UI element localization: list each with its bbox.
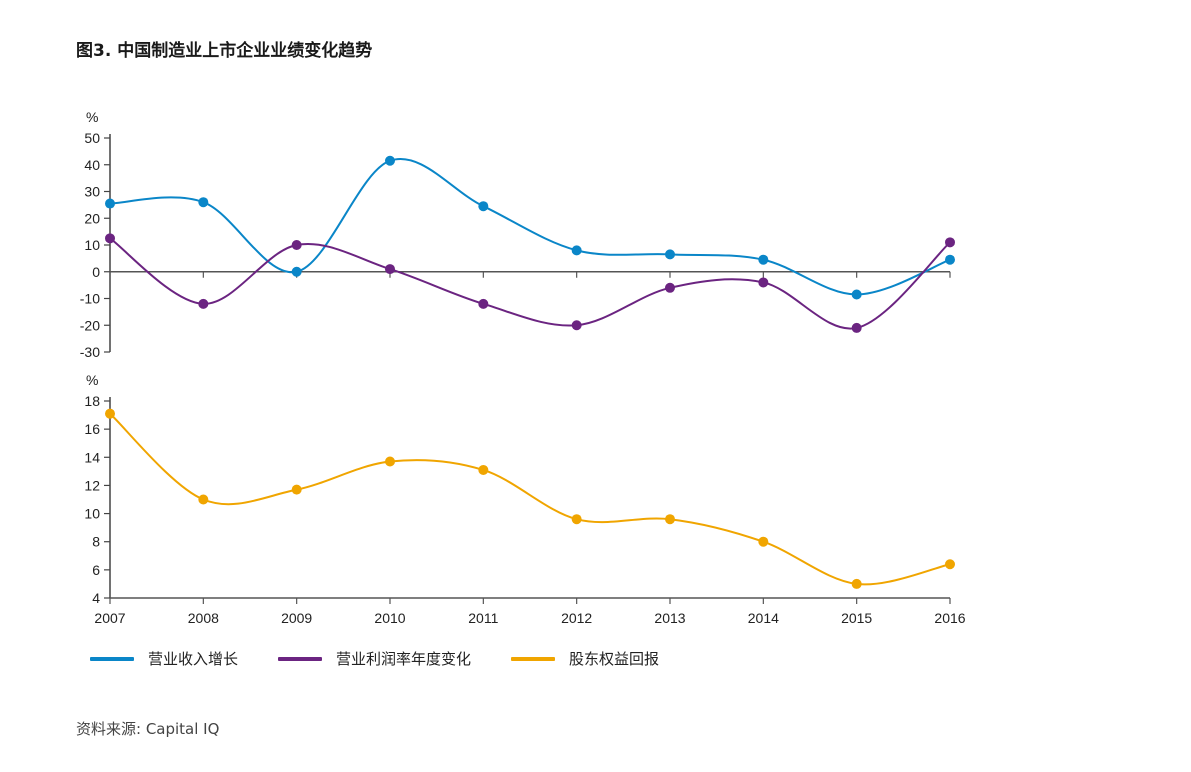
top-y-tick-label: 40 [84, 157, 100, 173]
top-series-0-point [198, 197, 209, 208]
top-y-tick-label: 30 [84, 184, 100, 200]
x-tick-label: 2011 [468, 610, 498, 626]
bottom-y-tick-label: 16 [84, 421, 100, 437]
bottom-y-tick-label: 6 [92, 562, 100, 578]
top-series-0-point [945, 254, 955, 265]
x-tick-label: 2015 [841, 610, 872, 626]
bottom-series-0-point [665, 514, 675, 525]
top-series-0-point [385, 155, 395, 166]
top-series-line-1 [109, 237, 951, 330]
x-tick-label: 2016 [934, 610, 965, 626]
top-series-0-point [665, 249, 675, 260]
bottom-series-line-0 [109, 412, 951, 586]
bottom-y-tick-label: 8 [92, 534, 100, 550]
legend-label-margin: 营业利润率年度变化 [336, 650, 472, 668]
bottom-y-tick-label: 14 [84, 449, 100, 465]
bottom-series-0-point [758, 536, 769, 547]
bottom-series-0-point [198, 494, 209, 505]
legend-swatch-roe [511, 656, 556, 661]
top-y-tick-label: -30 [80, 344, 100, 360]
x-tick-label: 2010 [374, 610, 405, 626]
bottom-series-0-point [571, 514, 582, 525]
top-y-tick-label: 20 [84, 210, 100, 226]
top-y-tick-label: 50 [84, 130, 100, 146]
legend-item-revenue: 营业收入增长 [90, 648, 238, 669]
top-series-1-point [758, 277, 769, 288]
bottom-series-0-point [105, 408, 115, 419]
source-note: 资料来源: Capital IQ [76, 720, 220, 738]
bottom-y-tick-label: 4 [92, 590, 100, 606]
top-series-0-point [758, 254, 769, 265]
x-tick-label: 2009 [281, 610, 312, 626]
top-series-0-point [478, 201, 489, 212]
legend-label-revenue: 营业收入增长 [148, 650, 239, 668]
top-series-1-point [571, 320, 582, 331]
x-tick-label: 2013 [654, 610, 685, 626]
legend: 营业收入增长 营业利润率年度变化 股东权益回报 [90, 648, 659, 669]
top-series-1-point [291, 240, 302, 250]
bottom-series-0-point [478, 464, 489, 475]
chart-title: 图3. 中国制造业上市企业业绩变化趋势 [76, 41, 373, 61]
top-series-1-point [478, 298, 489, 309]
top-series-1-point [385, 264, 395, 275]
x-tick-label: 2008 [188, 610, 219, 626]
bottom-series-0-point [945, 559, 955, 570]
legend-swatch-revenue [90, 656, 134, 661]
bottom-y-tick-label: 10 [84, 506, 100, 522]
x-tick-label: 2007 [94, 610, 125, 626]
top-unit-label: % [86, 109, 98, 125]
x-tick-label: 2014 [748, 610, 779, 626]
top-y-tick-label: -10 [80, 291, 100, 307]
top-series-0-point [291, 266, 302, 277]
top-series-1-point [198, 298, 209, 309]
top-series-0-point [105, 198, 115, 209]
top-series-1-point [851, 322, 862, 333]
x-tick-label: 2012 [561, 610, 592, 626]
bottom-series-0-point [851, 578, 862, 589]
top-series-line-0 [109, 158, 951, 296]
top-y-tick-label: 10 [84, 237, 100, 253]
bottom-y-tick-label: 18 [84, 393, 100, 409]
top-series-1-point [105, 233, 115, 244]
legend-swatch-margin [278, 656, 323, 661]
top-series-1-point [945, 237, 955, 248]
top-series-1-point [665, 282, 675, 293]
legend-label-roe: 股东权益回报 [569, 650, 660, 668]
bottom-unit-label: % [86, 372, 98, 388]
top-series-0-point [571, 245, 582, 256]
top-y-tick-label: 0 [92, 264, 100, 280]
top-series-0-point [851, 289, 862, 300]
legend-item-roe: 股东权益回报 [511, 648, 659, 669]
bottom-series-0-point [385, 456, 395, 467]
top-y-tick-label: -20 [80, 317, 100, 333]
bottom-series-0-point [291, 484, 302, 495]
bottom-y-tick-label: 12 [84, 477, 100, 493]
legend-item-margin: 营业利润率年度变化 [278, 648, 471, 669]
